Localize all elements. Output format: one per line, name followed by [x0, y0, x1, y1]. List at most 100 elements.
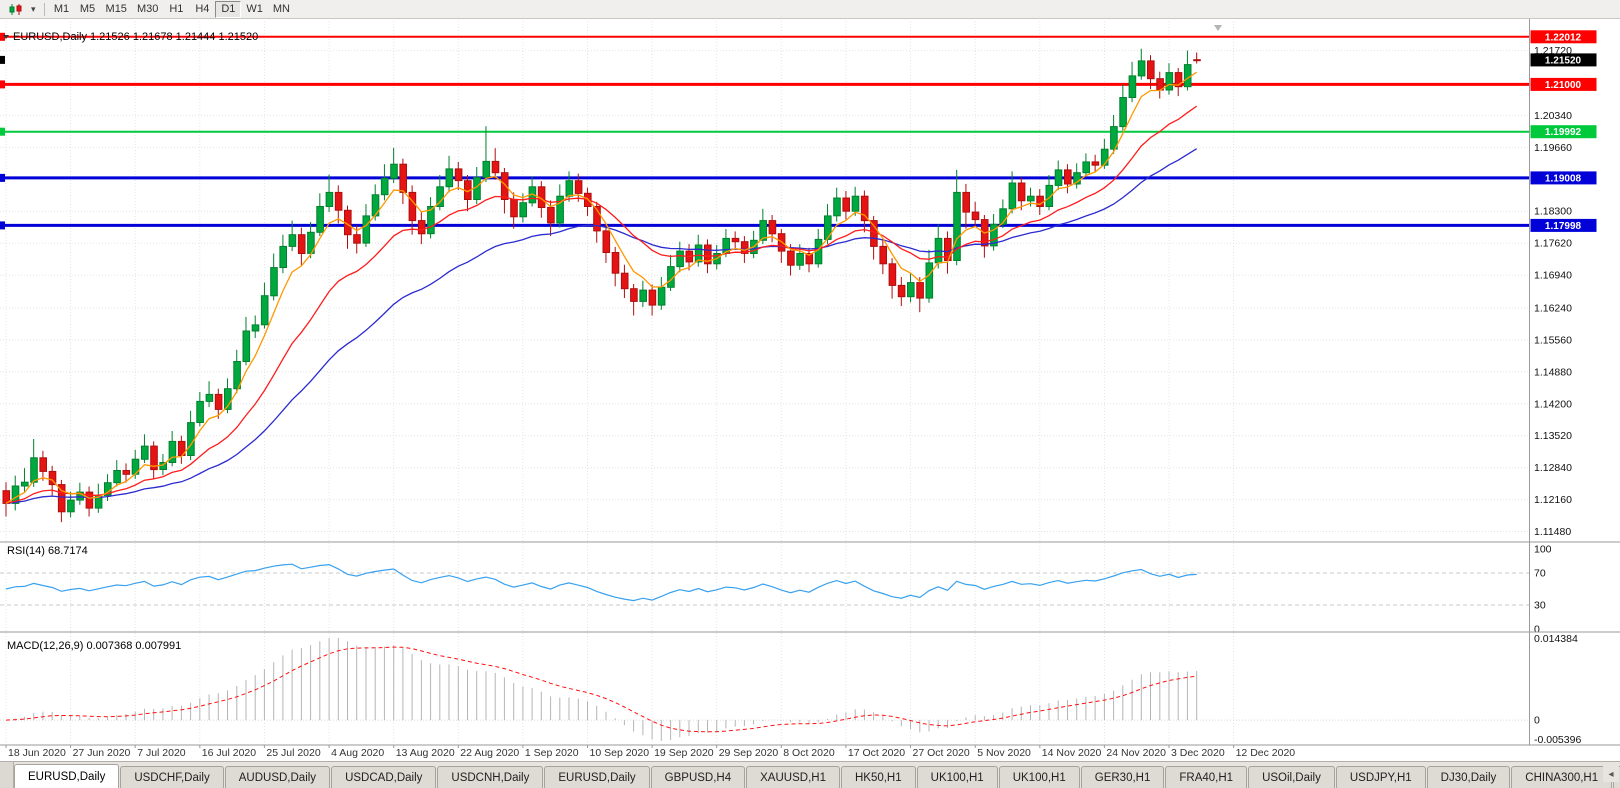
date-tick-label: 29 Sep 2020 [719, 747, 779, 759]
ma-slow-line [5, 148, 1198, 505]
date-tick-label: 18 Jun 2020 [8, 747, 66, 759]
candle-body [288, 234, 297, 247]
date-tick-label: 17 Oct 2020 [848, 747, 905, 759]
tab-usoil-daily[interactable]: USOil,Daily [1248, 766, 1335, 788]
tab-dj30-daily[interactable]: DJ30,Daily [1426, 766, 1511, 788]
macd-axis-zero: 0 [1534, 715, 1540, 727]
price-tick-label: 1.11480 [1534, 526, 1571, 538]
candle-body [897, 284, 906, 298]
candle-body [842, 197, 851, 212]
tab-ger30-h1[interactable]: GER30,H1 [1080, 766, 1165, 788]
line-left-marker [0, 32, 5, 41]
tab-uk100-h1[interactable]: UK100,H1 [916, 766, 998, 788]
tab-audusd-daily[interactable]: AUDUSD,Daily [224, 766, 331, 788]
tab-fra40-h1[interactable]: FRA40,H1 [1165, 766, 1248, 788]
candle-body [860, 195, 869, 222]
candle-body [48, 470, 57, 486]
ma-mid-line [5, 105, 1198, 505]
candle-body [39, 457, 48, 472]
panel-separators [0, 19, 1620, 746]
candle-body [1174, 72, 1183, 88]
candle-body [953, 191, 961, 261]
price-line-badge [1530, 53, 1597, 67]
candle-body [353, 234, 361, 244]
tab-gbpusd-h4[interactable]: GBPUSD,H4 [650, 766, 746, 788]
collapse-triangle-icon[interactable] [3, 35, 9, 39]
price-line-badge-label: 1.19008 [1545, 173, 1582, 184]
candle-body [648, 289, 657, 306]
price-axis: 1.217201.203401.196601.183001.176201.169… [1534, 45, 1572, 538]
price-tick-label: 1.15560 [1534, 334, 1572, 346]
symbol-tabbar: EURUSD,Daily USDCHF,Daily AUDUSD,Daily USDC… [0, 761, 1620, 788]
candle-body [1008, 182, 1017, 210]
top-toolbar: ▾ M1 M5 M15 M30 H1 H4 D1 W1 MN [0, 0, 1620, 19]
tab-usdcad-daily[interactable]: USDCAD,Daily [331, 766, 437, 788]
macd-panel: MACD(12,26,9) 0.007368 0.007991 0.014384 0… [0, 633, 1581, 746]
price-tick-label: 1.20340 [1534, 110, 1572, 122]
timeframe-button-m15[interactable]: M15 [105, 3, 127, 15]
candle-body [362, 215, 371, 244]
candle-body [556, 195, 564, 224]
candle-body [11, 485, 20, 504]
candle-body [519, 202, 528, 218]
tab-uk100-h1[interactable]: UK100,H1 [998, 766, 1080, 788]
price-line-badge-label: 1.21520 [1545, 55, 1582, 66]
candle-body [1036, 195, 1044, 207]
macd-axis-max: 0.014384 [1534, 633, 1578, 645]
date-tick-label: 1 Sep 2020 [525, 747, 579, 759]
timeframe-button-m5[interactable]: M5 [79, 3, 96, 15]
candle-body [1054, 169, 1063, 186]
price-line-badge-label: 1.22012 [1545, 32, 1582, 43]
chart-title: EURUSD,Daily 1.21526 1.21678 1.21444 1.2… [13, 31, 258, 43]
timeframe-dropdown-button[interactable]: ▾ [27, 1, 40, 18]
tab-usdjpy-h1[interactable]: USDJPY,H1 [1335, 766, 1426, 788]
chart-type-button[interactable] [4, 1, 27, 18]
tab-hk50-h1[interactable]: HK50,H1 [840, 766, 916, 788]
candle-body [1091, 161, 1100, 166]
timeframe-button-d1[interactable]: D1 [215, 0, 242, 18]
tab-scroll-left-button[interactable]: ◂ [1603, 766, 1619, 782]
timeframe-button-m30[interactable]: M30 [136, 3, 159, 15]
candle-body [630, 288, 638, 302]
timeframe-button-mn[interactable]: MN [272, 3, 290, 15]
candle-body [1128, 75, 1137, 99]
candle-body [150, 445, 158, 471]
date-tick-label: 12 Dec 2020 [1236, 747, 1296, 759]
candle-body [76, 491, 84, 501]
price-line-badge-label: 1.19992 [1545, 127, 1582, 138]
date-tick-label: 5 Nov 2020 [977, 747, 1031, 759]
candle-body [1119, 97, 1127, 128]
tab-usdchf-daily[interactable]: USDCHF,Daily [120, 766, 224, 788]
price-line-badge-label: 1.21000 [1545, 80, 1582, 91]
candle-body [1100, 148, 1109, 166]
candle-body [657, 286, 666, 306]
scroll-left-icon: ◂ [1608, 768, 1614, 780]
candle-body [547, 206, 555, 224]
tab-china300-h1[interactable]: CHINA300,H1 [1511, 766, 1613, 788]
chart-canvas[interactable]: EURUSD,Daily 1.21526 1.21678 1.21444 1.2… [0, 19, 1620, 761]
macd-axis-min: -0.005396 [1534, 734, 1581, 746]
candle-body [270, 267, 278, 297]
timeframe-button-h1[interactable]: H1 [169, 3, 184, 15]
tab-usdcnh-daily[interactable]: USDCNH,Daily [437, 766, 544, 788]
timeframe-button-w1[interactable]: W1 [246, 3, 263, 15]
candle-body [113, 470, 121, 484]
candle-body [805, 253, 814, 265]
timeframe-button-h4[interactable]: H4 [195, 3, 210, 15]
date-tick-label: 10 Sep 2020 [590, 747, 650, 759]
candle-body [925, 262, 934, 299]
price-line-badge [1530, 30, 1597, 44]
candle-body [224, 388, 232, 410]
price-tick-label: 1.14880 [1534, 366, 1572, 378]
timeframe-button-m1[interactable]: M1 [53, 3, 70, 15]
chart-shift-marker-icon[interactable] [1214, 25, 1222, 31]
tab-eurusd-daily[interactable]: EURUSD,Daily [14, 764, 120, 788]
price-line-badge [1530, 77, 1597, 91]
date-tick-label: 14 Nov 2020 [1042, 747, 1102, 759]
date-tick-label: 16 Jul 2020 [202, 747, 256, 759]
date-axis: 18 Jun 2020 27 Jun 2020 7 Jul 2020 16 Jul 2… [5, 745, 1296, 759]
tab-xauusd-h1[interactable]: XAUUSD,H1 [746, 766, 840, 788]
tab-eurusd-daily[interactable]: EURUSD,Daily [544, 766, 650, 788]
candle-body [704, 244, 712, 265]
current-price-left-marker [0, 55, 5, 64]
